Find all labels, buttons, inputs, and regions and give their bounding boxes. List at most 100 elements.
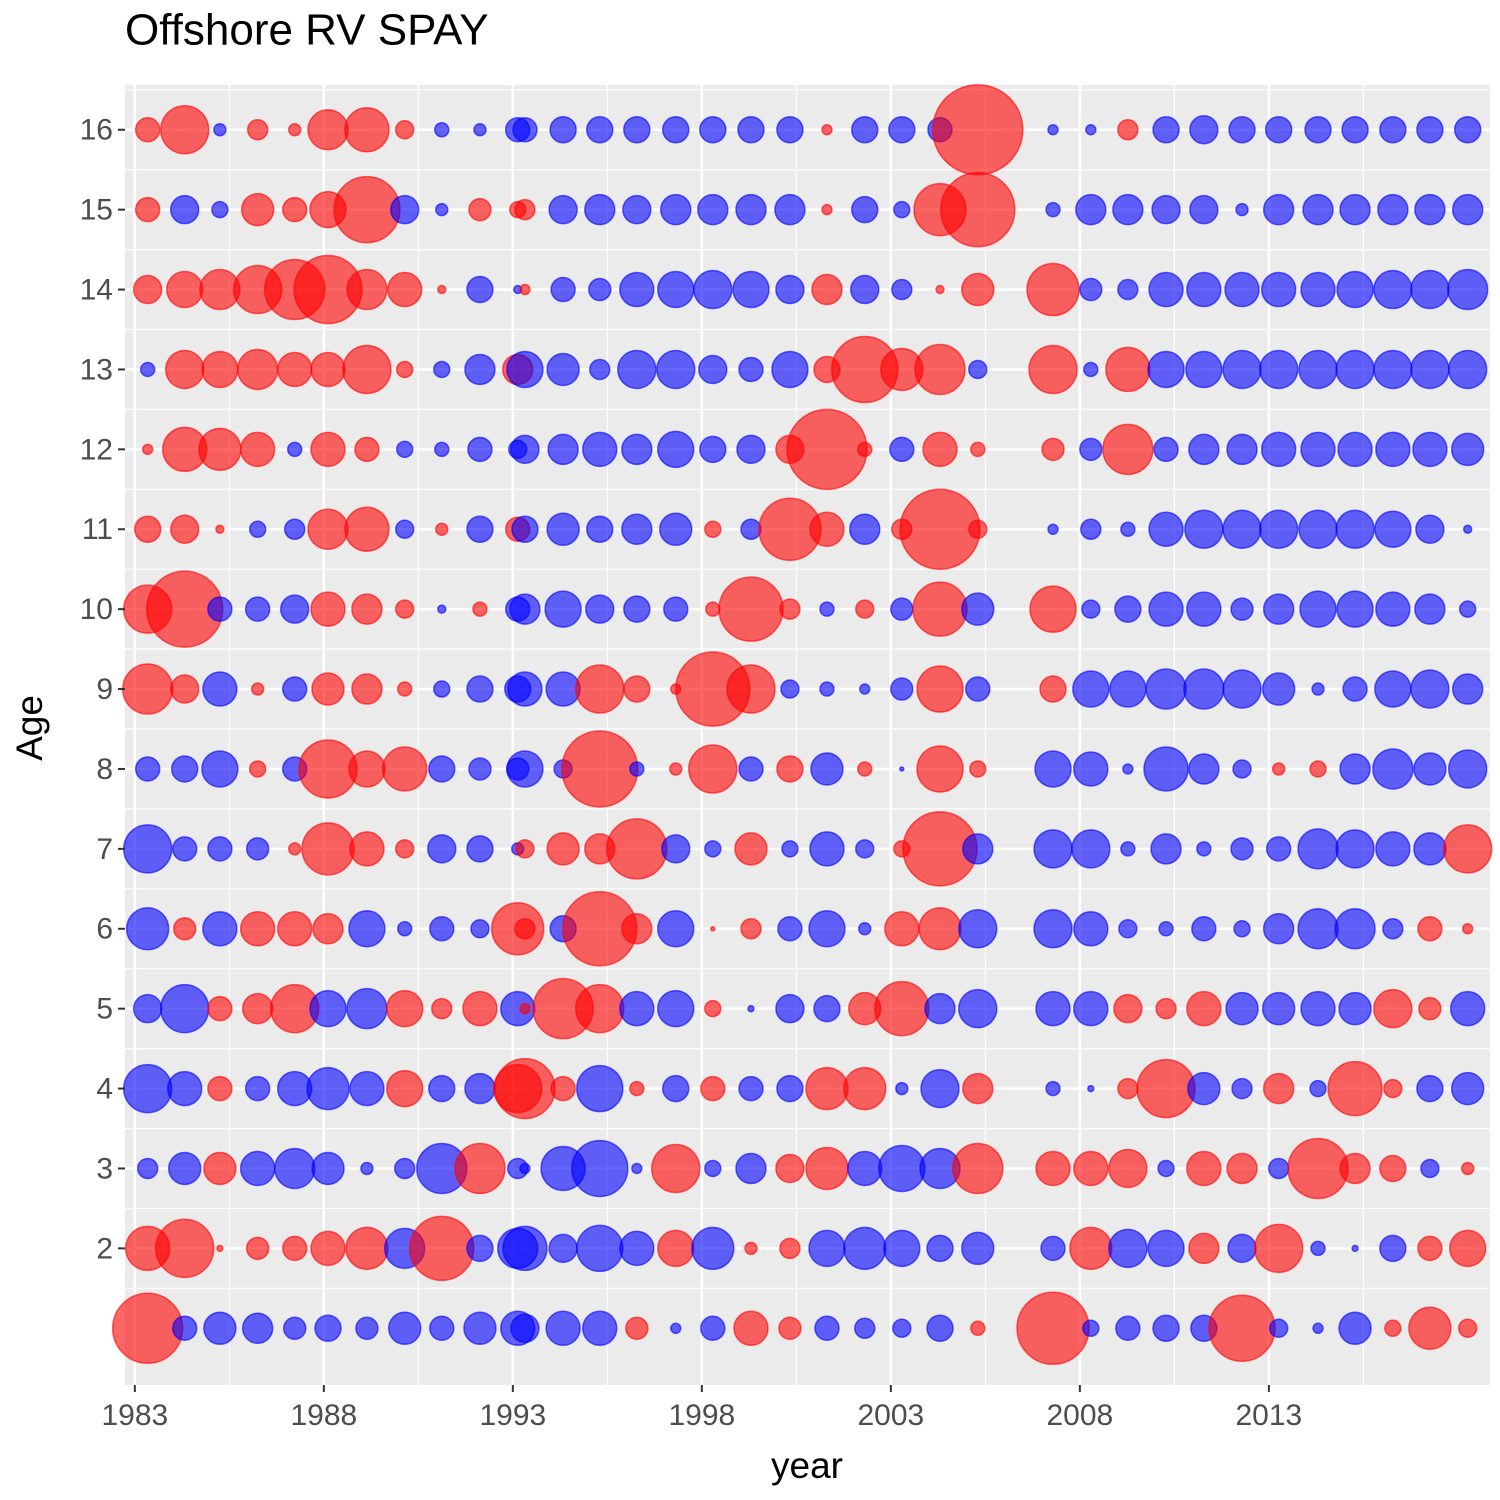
bubble — [1196, 841, 1212, 857]
bubble — [778, 1316, 802, 1341]
bubble — [1383, 1078, 1403, 1099]
bubble — [394, 119, 415, 140]
bubble — [1410, 269, 1450, 310]
bubble — [1115, 1315, 1141, 1342]
bubble — [854, 1317, 876, 1340]
bubble — [1120, 521, 1136, 538]
bubble — [1420, 1158, 1440, 1179]
bubble — [1016, 1291, 1090, 1366]
bubble — [507, 671, 543, 707]
bubble — [738, 756, 764, 782]
bubble — [1447, 349, 1488, 390]
bubble — [1117, 278, 1139, 301]
bubble — [1208, 1294, 1276, 1363]
bubble — [1416, 1074, 1444, 1103]
bubble — [606, 818, 668, 880]
bubble — [463, 1311, 497, 1346]
bubble — [1410, 349, 1450, 390]
bubble — [625, 1316, 649, 1341]
bubble — [344, 506, 390, 553]
bubble — [213, 122, 227, 137]
bubble — [958, 988, 998, 1029]
bubble — [215, 524, 225, 535]
bubble — [310, 1230, 346, 1267]
bubble — [726, 664, 776, 714]
bubble — [250, 682, 265, 696]
bubble — [1337, 431, 1373, 468]
bubble — [774, 193, 806, 226]
bubble — [1449, 990, 1486, 1027]
bubble — [704, 520, 722, 539]
bubble — [859, 683, 871, 695]
bubble — [660, 193, 692, 226]
bubble — [172, 917, 197, 941]
bubble — [1145, 668, 1187, 710]
y-tick-label: 9 — [96, 673, 113, 706]
bubble — [663, 596, 689, 622]
bubble — [1045, 201, 1061, 218]
bubble — [1384, 1319, 1402, 1338]
bubble — [203, 1311, 237, 1346]
bubble — [207, 596, 233, 622]
bubble — [710, 926, 716, 932]
bubble — [780, 679, 800, 699]
bubble — [1458, 600, 1477, 618]
bubble — [466, 275, 494, 304]
bubble — [657, 270, 695, 309]
bubble — [1267, 1157, 1290, 1180]
bubble — [1304, 115, 1332, 144]
bubble — [466, 515, 494, 544]
bubble — [171, 1315, 198, 1342]
bubble — [585, 594, 615, 624]
bubble — [1147, 350, 1185, 389]
x-tick-label: 1983 — [101, 1399, 168, 1432]
bubble — [545, 671, 581, 707]
bubble — [159, 983, 210, 1034]
bubble — [1075, 193, 1107, 226]
bubble — [239, 1150, 276, 1187]
bubble — [387, 1311, 422, 1346]
bubble — [1108, 1228, 1148, 1269]
bubble — [1416, 115, 1444, 144]
bubble — [547, 433, 579, 466]
bubble — [619, 271, 655, 308]
bubble — [468, 757, 492, 781]
bubble — [241, 992, 274, 1025]
bubble — [775, 1153, 805, 1184]
bubble — [1461, 923, 1474, 935]
bubble — [926, 1314, 954, 1343]
bubble — [494, 1057, 556, 1120]
bubble — [466, 675, 494, 703]
bubble — [467, 436, 493, 463]
bubble — [922, 431, 958, 468]
bubble — [776, 755, 804, 783]
bubble — [661, 834, 691, 864]
bubble — [1233, 920, 1251, 938]
bubble — [821, 203, 833, 216]
bubble — [1339, 753, 1371, 785]
bubble — [851, 115, 879, 144]
bubble — [588, 277, 612, 302]
bubble — [544, 590, 582, 628]
bubble — [216, 1244, 224, 1253]
bubble — [309, 989, 347, 1028]
bubble — [1253, 1223, 1304, 1274]
bubble — [1226, 1152, 1258, 1185]
bubble — [348, 910, 386, 948]
bubble — [809, 511, 845, 548]
bubble — [241, 1312, 274, 1345]
bubble — [1335, 509, 1375, 550]
bubble — [1374, 510, 1412, 549]
bubble — [1152, 1314, 1180, 1343]
bubble — [1462, 524, 1473, 535]
bubble — [1309, 760, 1327, 778]
bubble — [1377, 193, 1409, 226]
bubble — [970, 441, 986, 458]
bubble — [1413, 752, 1447, 786]
y-tick-label: 8 — [96, 753, 113, 786]
bubble — [502, 1225, 548, 1272]
bubble — [207, 995, 233, 1022]
bubble — [345, 1226, 389, 1271]
bubble — [1184, 509, 1224, 550]
